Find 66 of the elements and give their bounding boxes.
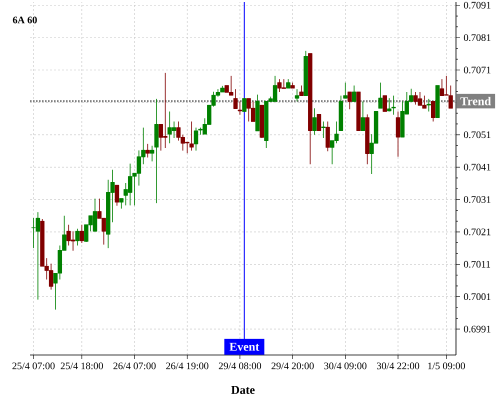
y-tick-label: 0.7031	[464, 196, 490, 203]
candlestick	[189, 121, 194, 152]
x-tick-label: 1/5 09:00	[428, 362, 465, 370]
y-tick-label: 0.7071	[464, 66, 490, 74]
candlestick	[418, 92, 422, 106]
y-tick-label: 0.7091	[464, 2, 490, 9]
candlestick	[422, 95, 427, 109]
candlestick	[352, 85, 356, 102]
candlestick	[413, 92, 418, 106]
candlestick	[36, 212, 40, 300]
y-tick-label: 0.7081	[464, 34, 490, 42]
x-tick-label: 29/4 20:00	[272, 362, 314, 370]
y-tick-label: 0.6991	[464, 326, 490, 332]
candlestick	[238, 101, 242, 116]
candlestick	[250, 101, 256, 122]
y-tick-label: 0.7021	[464, 228, 490, 236]
candlestick	[286, 78, 290, 89]
candlestick	[146, 143, 150, 158]
candlestick	[194, 127, 198, 152]
x-tick-label: 29/4 08:00	[218, 362, 262, 370]
x-tick-label: 26/4 19:00	[166, 362, 208, 370]
ref-line-label: Trend	[460, 96, 491, 106]
candlestick	[312, 108, 317, 136]
candlestick	[80, 224, 84, 244]
x-tick-label: 30/4 22:00	[376, 362, 420, 370]
candlestick	[242, 98, 246, 112]
candlestick	[396, 111, 400, 158]
candlestick	[272, 75, 278, 102]
candlestick	[321, 121, 326, 138]
candlestick	[426, 98, 431, 112]
annotation: Event	[230, 342, 260, 351]
y-tick-label: 0.7001	[464, 293, 490, 300]
candlestick	[391, 95, 396, 116]
x-axis-title: Date	[231, 386, 255, 394]
y-tick-label: 0.7051	[464, 131, 490, 138]
candlestick	[128, 163, 132, 206]
candlestick	[308, 53, 312, 165]
candlestick	[282, 78, 286, 89]
candlestick	[168, 111, 172, 144]
candlestick	[150, 145, 154, 162]
candlestick	[378, 82, 383, 109]
candlestick	[299, 85, 304, 96]
x-tick-label: 26/4 07:00	[113, 362, 156, 370]
candlestick	[326, 121, 330, 152]
x-tick-label: 30/4 09:00	[324, 362, 366, 370]
candlestick	[294, 88, 300, 102]
candlestick	[431, 101, 436, 122]
candlestick	[277, 78, 282, 92]
y-tick-label: 0.7011	[464, 260, 490, 268]
candlestick	[365, 114, 370, 165]
candlestick	[75, 228, 80, 246]
candlestick	[440, 78, 444, 96]
x-tick-label: 25/4 07:00	[12, 362, 55, 370]
candlestick	[220, 85, 225, 92]
candlestick	[360, 101, 366, 131]
candlestick	[260, 104, 264, 138]
x-tick-label: 25/4 18:00	[60, 362, 103, 370]
candlestick	[348, 92, 352, 110]
candlestick	[290, 82, 295, 89]
candlestick	[154, 98, 159, 204]
text: 6A 60	[12, 16, 37, 24]
candlestick	[119, 198, 124, 210]
y-tick-label: 0.7041	[464, 164, 490, 171]
candlestick	[92, 198, 98, 232]
candlestick	[304, 50, 308, 96]
candlestick	[382, 95, 388, 112]
